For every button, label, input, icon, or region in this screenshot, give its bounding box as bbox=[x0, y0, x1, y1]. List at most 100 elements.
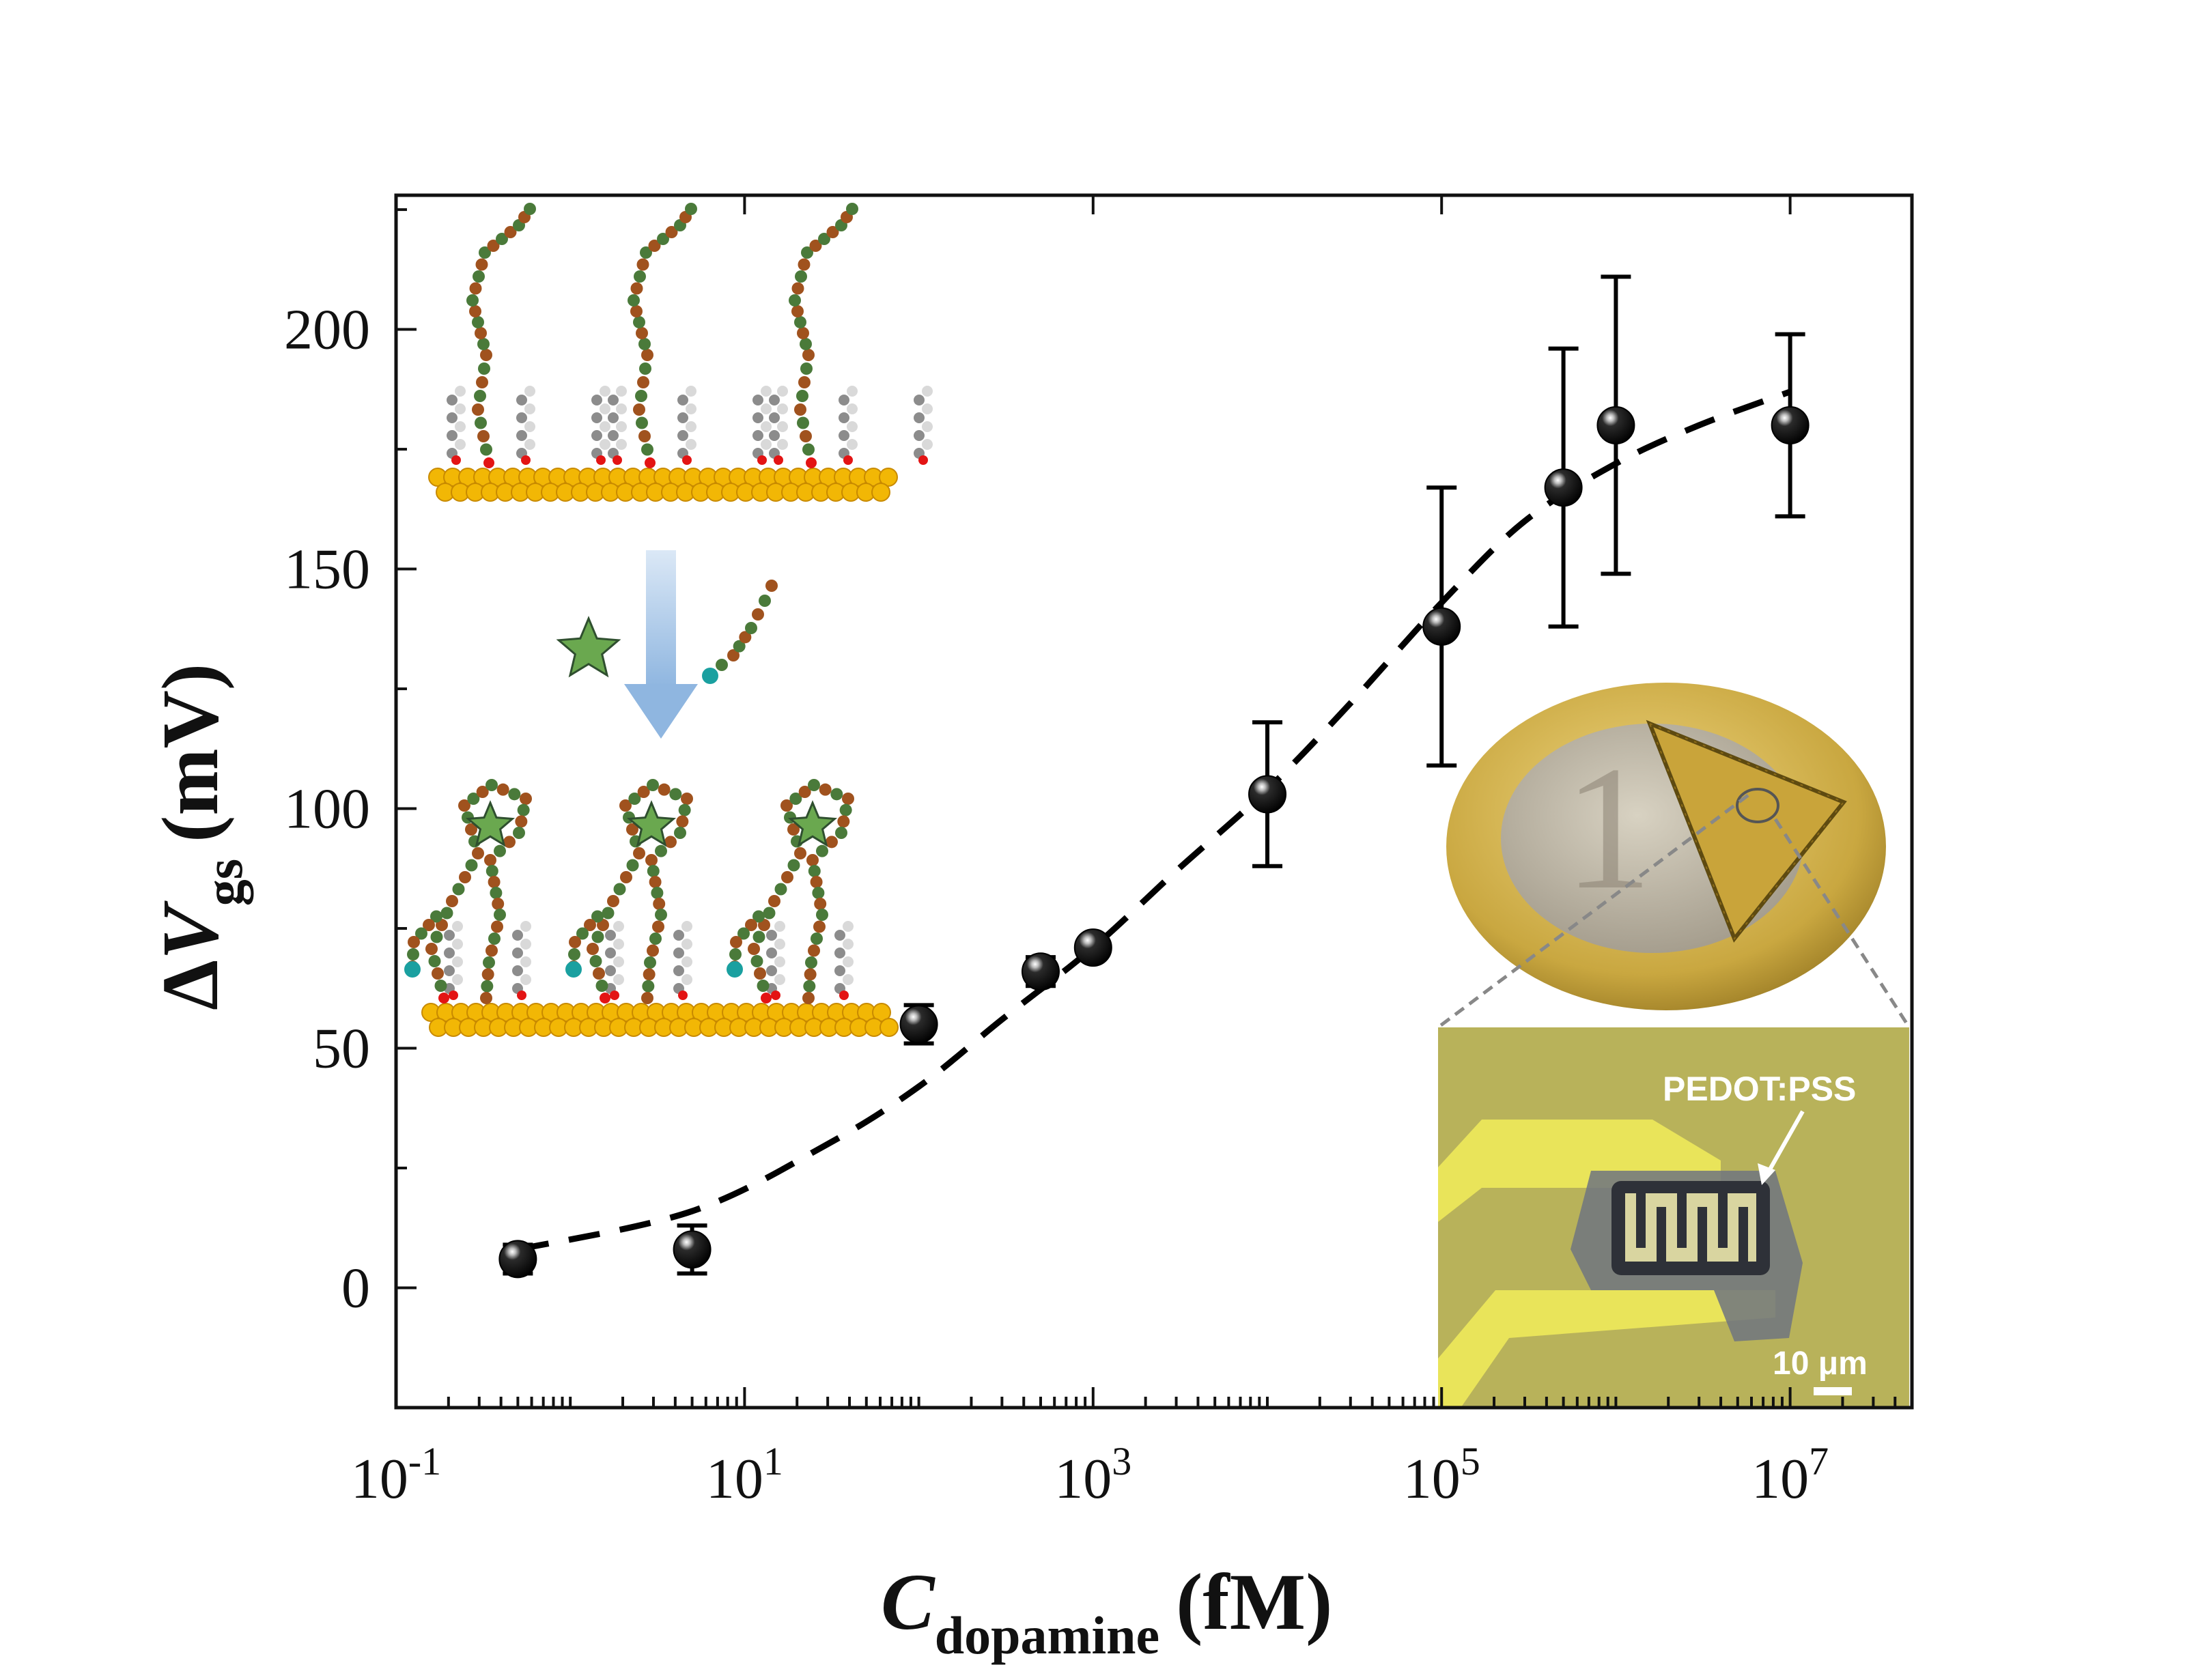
strand-bead bbox=[669, 788, 682, 801]
strand-bead bbox=[748, 943, 760, 955]
strand-bead bbox=[636, 258, 649, 271]
data-point-group bbox=[899, 1003, 938, 1046]
thiol-anchor bbox=[517, 991, 526, 1000]
strand-bead bbox=[657, 233, 669, 245]
linker-bead bbox=[834, 965, 845, 976]
strand-bead bbox=[796, 390, 808, 402]
axis-ticks bbox=[395, 195, 1913, 1409]
strand-bead bbox=[481, 980, 494, 993]
strand-bead bbox=[474, 390, 486, 402]
linker-bead bbox=[922, 403, 933, 414]
linker-bead bbox=[452, 974, 463, 985]
strand-bead bbox=[428, 955, 441, 967]
strand-bead bbox=[651, 887, 664, 899]
linker-bead bbox=[774, 956, 785, 967]
micrograph-inset: PEDOT:PSS 10 μm bbox=[1438, 1027, 1909, 1407]
linker-bead bbox=[605, 965, 616, 976]
linker-bead bbox=[914, 412, 925, 423]
strand-bead bbox=[794, 847, 806, 859]
strand-bead bbox=[816, 909, 828, 921]
strand-bead bbox=[466, 294, 479, 307]
strand-bead bbox=[628, 294, 640, 307]
strand-bead bbox=[440, 907, 453, 920]
linker-bead bbox=[524, 403, 535, 414]
strand-bead bbox=[812, 887, 825, 899]
linker-bead bbox=[444, 948, 455, 958]
strand-bead bbox=[745, 919, 757, 931]
thiol-anchor bbox=[483, 457, 494, 468]
strand-bead bbox=[643, 968, 656, 981]
linker-bead bbox=[452, 939, 463, 950]
strand-bead bbox=[591, 910, 604, 923]
y-tick-label: 50 bbox=[313, 1017, 370, 1081]
linker-bead bbox=[616, 403, 627, 414]
linker-bead bbox=[777, 403, 788, 414]
coin-photo-inset: 1 bbox=[1428, 642, 1906, 1024]
strand-bead bbox=[465, 823, 477, 836]
linker-bead bbox=[512, 948, 523, 958]
strand-bead bbox=[830, 788, 843, 801]
linker-bead bbox=[673, 930, 684, 941]
strand-bead bbox=[730, 936, 742, 948]
linker-bead bbox=[843, 939, 854, 950]
linker-bead bbox=[766, 930, 777, 941]
scale-bar bbox=[1814, 1387, 1852, 1395]
thiol-anchor bbox=[843, 455, 853, 465]
linker-bead bbox=[777, 439, 788, 450]
strand-bead bbox=[781, 871, 793, 883]
linker-bead bbox=[608, 430, 619, 441]
linker-bead bbox=[681, 921, 692, 932]
linker-bead bbox=[600, 403, 610, 414]
linker-bead bbox=[616, 439, 627, 450]
strand-bead bbox=[685, 203, 697, 215]
strand-bead bbox=[576, 927, 589, 940]
strand-bead bbox=[754, 967, 766, 980]
strand-bead bbox=[835, 827, 847, 839]
data-point bbox=[1771, 405, 1810, 444]
linker-bead bbox=[524, 421, 535, 432]
thiol-anchor bbox=[806, 457, 817, 468]
data-point-group bbox=[1596, 274, 1635, 576]
strand-bead bbox=[446, 895, 458, 907]
strand-bead bbox=[652, 920, 664, 933]
strand-bead bbox=[607, 895, 619, 907]
strand-bead bbox=[787, 823, 800, 836]
y-tick-label: 100 bbox=[284, 778, 370, 841]
strand-bead bbox=[641, 349, 653, 361]
strand-bead bbox=[465, 859, 478, 872]
linker-bead bbox=[681, 974, 692, 985]
thiol-anchor bbox=[645, 457, 656, 468]
strand-bead bbox=[524, 203, 536, 215]
linker-bead bbox=[752, 430, 763, 441]
gold-bead bbox=[879, 468, 898, 487]
linker-bead bbox=[914, 395, 925, 405]
strand-bead bbox=[415, 927, 427, 940]
strand-bead bbox=[641, 992, 653, 1004]
linker-bead bbox=[447, 395, 458, 405]
strand-bead bbox=[469, 282, 482, 295]
strand-bead bbox=[635, 390, 647, 402]
linker-bead bbox=[447, 412, 458, 423]
thiol-anchor bbox=[521, 455, 531, 465]
data-point bbox=[1596, 405, 1635, 444]
strand-bead bbox=[648, 240, 661, 252]
strand-bead bbox=[634, 270, 646, 283]
strand-bead bbox=[813, 920, 826, 933]
strand-bead bbox=[591, 930, 604, 943]
strand-bead bbox=[467, 793, 480, 805]
strand-bead bbox=[584, 919, 596, 931]
data-point bbox=[1544, 468, 1583, 507]
strand-bead bbox=[791, 305, 804, 317]
strand-bead bbox=[496, 233, 508, 245]
strand-bead bbox=[826, 836, 838, 849]
strand-bead bbox=[602, 907, 615, 920]
linker-bead bbox=[524, 439, 535, 450]
data-point-group bbox=[1073, 928, 1112, 967]
linker-bead bbox=[616, 421, 627, 432]
strand-bead bbox=[480, 992, 492, 1004]
linker-bead bbox=[605, 948, 616, 958]
linker-bead bbox=[761, 421, 772, 432]
strand-bead bbox=[633, 316, 645, 328]
thiol-anchor bbox=[678, 991, 688, 1000]
